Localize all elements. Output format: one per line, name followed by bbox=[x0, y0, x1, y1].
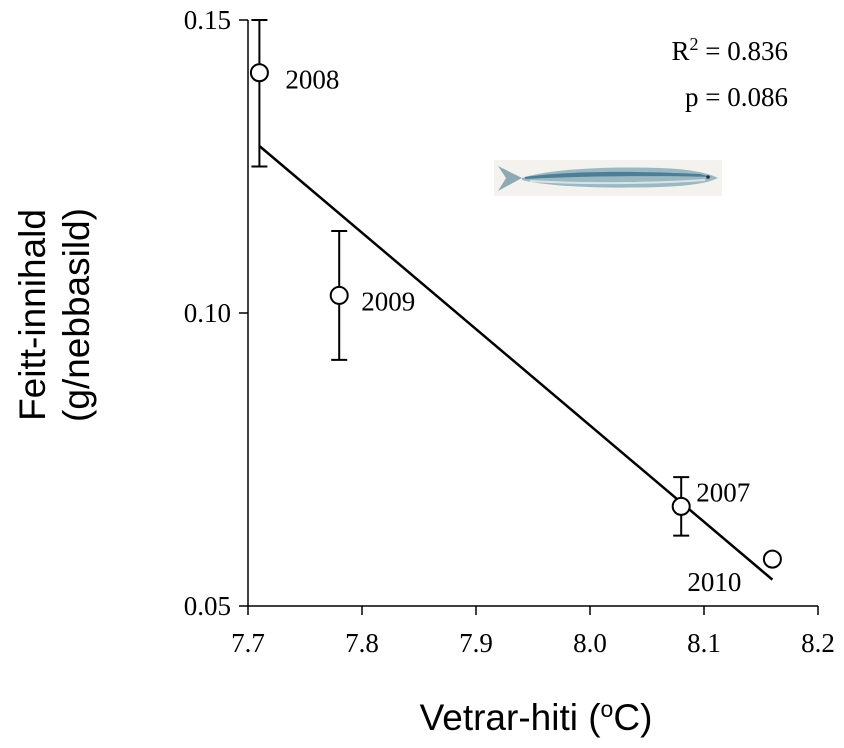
point-label-2010: 2010 bbox=[687, 567, 741, 597]
x-tick-label: 8.0 bbox=[573, 628, 607, 658]
error-bars bbox=[251, 19, 690, 537]
x-tick-label: 7.8 bbox=[345, 628, 379, 658]
data-points bbox=[249, 63, 782, 569]
x-ticks: 7.7 7.8 7.9 8.0 8.1 8.2 bbox=[231, 606, 835, 658]
point-label-2007: 2007 bbox=[696, 477, 750, 507]
y-axis-label-line1: Feitt-innihald bbox=[12, 209, 53, 421]
point-labels: 2008 2009 2007 2010 bbox=[285, 65, 750, 597]
y-tick-label: 0.10 bbox=[184, 298, 231, 328]
y-ticks: 0.05 0.10 0.15 bbox=[184, 5, 248, 621]
x-tick-label: 7.9 bbox=[459, 628, 493, 658]
point-label-2009: 2009 bbox=[361, 286, 415, 316]
p-value-annotation: p = 0.086 bbox=[685, 82, 788, 112]
data-point-2010 bbox=[762, 549, 782, 569]
x-tick-label: 7.7 bbox=[231, 628, 265, 658]
y-tick-label: 0.05 bbox=[184, 591, 231, 621]
y-axis-label-group: Feitt-innihald (g/nebbasild) bbox=[12, 208, 97, 422]
x-tick-label: 8.1 bbox=[687, 628, 721, 658]
regression-line bbox=[258, 145, 774, 581]
data-point-2008 bbox=[249, 63, 269, 83]
sand-eel-fish-icon bbox=[494, 160, 722, 196]
data-point-2009 bbox=[329, 285, 349, 305]
x-axis-label: Vetrar-hiti (oC) bbox=[420, 696, 653, 738]
point-label-2008: 2008 bbox=[285, 65, 339, 95]
y-axis-label-line2: (g/nebbasild) bbox=[56, 208, 97, 422]
fit-line bbox=[258, 145, 774, 581]
y-tick-label: 0.15 bbox=[184, 5, 231, 35]
x-tick-label: 8.2 bbox=[801, 628, 835, 658]
r-squared-annotation: R2 = 0.836 bbox=[672, 34, 789, 66]
data-point-2007 bbox=[671, 496, 691, 516]
